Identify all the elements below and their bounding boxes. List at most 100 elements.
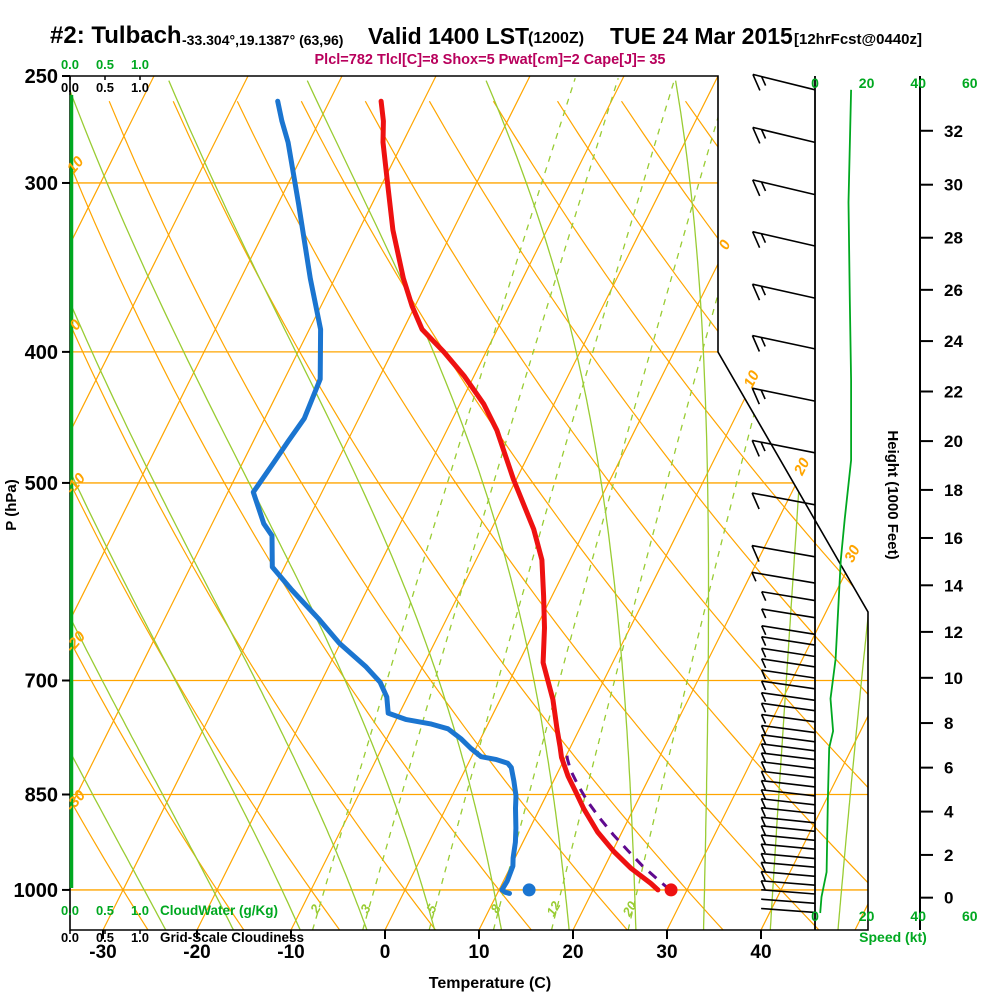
- tick-label: 32: [944, 122, 963, 141]
- temperature-axis: -30 -20 -10 0 10 20 30 40 Temperature (C): [89, 930, 772, 992]
- tick-label: 2: [944, 846, 953, 865]
- tick-label: 10: [468, 942, 489, 963]
- tick-label: 40: [910, 908, 926, 924]
- wind-barb: [760, 816, 816, 827]
- tick-label: 10: [740, 368, 763, 391]
- tick-label: 0.0: [61, 903, 79, 918]
- tick-label: 60: [962, 908, 978, 924]
- valid-date: TUE 24 Mar 2015: [610, 23, 793, 49]
- tick-label: 0.0: [61, 57, 79, 72]
- pressure-axis: 250 300 400 500 700 850 1000 P (hPa): [3, 66, 70, 902]
- plot-clipped-area: [70, 76, 868, 930]
- tick-label: 30: [841, 542, 864, 565]
- valid-time-zulu: (1200Z): [528, 30, 585, 47]
- wind-barb: [760, 843, 816, 854]
- tick-label: 30: [656, 942, 677, 963]
- tick-label: 0.5: [96, 57, 114, 72]
- wind-barb: [760, 635, 816, 647]
- moist-adiabat-grid: [70, 80, 868, 930]
- tick-label: 2: [307, 901, 324, 916]
- wind-barb: [760, 658, 816, 669]
- tick-label: 12: [944, 623, 963, 642]
- wind-barb: [751, 283, 816, 301]
- tick-label: 250: [25, 66, 58, 88]
- tick-label: 0.5: [96, 903, 114, 918]
- tick-label: 14: [944, 576, 963, 595]
- wind-barb: [761, 907, 816, 914]
- tick-label: 10: [944, 669, 963, 688]
- tick-label: 0.5: [96, 80, 114, 95]
- tick-label: 0: [811, 908, 819, 924]
- wind-barb: [760, 852, 816, 863]
- tick-label: 22: [944, 382, 963, 401]
- wind-barbs: [751, 73, 816, 914]
- tick-label: -10: [277, 942, 304, 963]
- wind-barb: [751, 571, 816, 584]
- wind-barb: [751, 334, 816, 352]
- dewpoint-curve: [250, 98, 519, 896]
- wind-barb: [760, 702, 816, 713]
- height-axis-label: Height (1000 Feet): [884, 430, 901, 559]
- tick-label: 8: [944, 714, 953, 733]
- wind-barb: [760, 713, 816, 724]
- wind-barb: [760, 669, 816, 680]
- tick-label: 1.0: [131, 80, 149, 95]
- wind-barb: [760, 779, 816, 790]
- wind-barb: [760, 625, 816, 636]
- wind-barb: [760, 798, 816, 809]
- tick-label: 20: [562, 942, 583, 963]
- tick-label: 4: [944, 803, 954, 822]
- tick-label: -20: [183, 942, 210, 963]
- tick-label: 500: [25, 473, 58, 495]
- wind-barb: [760, 770, 816, 781]
- parcel-path: [564, 751, 672, 892]
- wind-barb: [760, 834, 816, 845]
- wind-barb: [760, 691, 816, 703]
- wind-barb: [751, 439, 816, 457]
- speed-axis-label: Speed (kt): [859, 929, 927, 945]
- tick-label: 20: [859, 75, 875, 91]
- wind-barb: [760, 806, 816, 818]
- tick-label: 0: [380, 942, 391, 963]
- surface-dewpoint-dot: [522, 883, 536, 897]
- tick-label: 400: [25, 342, 58, 364]
- cloudiness-axis-label: Grid-Scale Cloudiness: [160, 930, 304, 945]
- surface-temperature-dot: [664, 883, 678, 897]
- tick-label: 40: [750, 942, 771, 963]
- tick-label: 0.0: [61, 930, 79, 945]
- wind-speed-curve: [819, 89, 852, 914]
- tick-label: 20: [859, 908, 875, 924]
- wind-barb: [751, 387, 816, 405]
- tick-label: 26: [944, 281, 963, 300]
- wind-barb: [760, 752, 816, 763]
- wind-barb: [761, 889, 816, 895]
- tick-label: 40: [910, 75, 926, 91]
- wind-barb: [760, 880, 816, 891]
- tick-label: 850: [25, 785, 58, 807]
- station-coordinates: -33.304°,19.1387° (63,96): [182, 32, 344, 48]
- tick-label: 0: [944, 889, 953, 908]
- wind-barb: [760, 743, 816, 754]
- tick-label: 20: [619, 898, 640, 920]
- tick-label: 8: [487, 901, 504, 915]
- wind-barb: [751, 544, 816, 562]
- stability-indices: Plcl=782 Tlcl[C]=8 Shox=5 Pwat[cm]=2 Cap…: [314, 52, 666, 68]
- cloudwater-axis-label: CloudWater (g/Kg): [160, 903, 278, 918]
- wind-barb: [760, 724, 816, 735]
- tick-label: 20: [790, 455, 813, 479]
- tick-label: 24: [944, 332, 963, 351]
- wind-barb: [760, 647, 816, 658]
- pressure-axis-label: P (hPa): [3, 479, 20, 530]
- wind-barb: [751, 179, 816, 197]
- valid-time: Valid 1400 LST: [368, 23, 530, 49]
- tick-label: 3: [357, 901, 374, 915]
- wind-barb: [760, 870, 816, 881]
- tick-label: 300: [25, 173, 58, 195]
- wind-barb: [751, 230, 816, 249]
- temperature-curve: [378, 98, 661, 893]
- wind-barb: [752, 73, 816, 91]
- tick-label: 1.0: [131, 903, 149, 918]
